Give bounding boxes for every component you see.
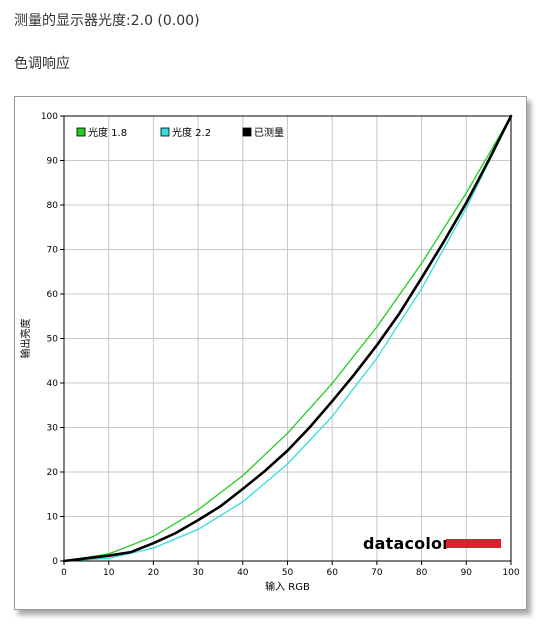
x-tick-label: 10: [103, 568, 115, 578]
y-tick-label: 70: [47, 246, 59, 256]
chart-legend: 光度 1.8 光度 2.2 已测量: [76, 126, 284, 139]
legend-label-3: 已测量: [254, 126, 284, 139]
x-tick-label: 30: [192, 568, 204, 578]
y-tick-label: 30: [47, 424, 59, 434]
x-tick-label: 50: [282, 568, 294, 578]
chart-axes: 0 10 20 30 40 50 60 70 80 90 100 0 10 20 30 40 50 60 70 80 9…: [19, 112, 520, 593]
section-title: 色调响应: [14, 56, 70, 72]
legend-label-2: 光度 2.2: [172, 126, 211, 139]
x-tick-label: 20: [148, 568, 160, 578]
legend-swatch-1: [76, 127, 86, 137]
series-line-3: [62, 114, 513, 563]
series-line-1: [63, 115, 512, 562]
measured-gamma-label: 测量的显示器光度:: [14, 13, 131, 29]
legend-label-1: 光度 1.8: [88, 126, 127, 139]
legend-swatch-2: [160, 127, 170, 137]
series-line-2: [63, 115, 512, 562]
datacolor-logo: datacolor: [363, 534, 501, 553]
y-tick-label: 40: [47, 379, 59, 389]
x-tick-label: 60: [326, 568, 338, 578]
x-axis-label: 输入 RGB: [265, 580, 310, 593]
x-tick-label: 70: [371, 568, 383, 578]
y-tick-label: 90: [47, 157, 59, 167]
y-tick-label: 0: [52, 557, 58, 567]
x-tick-label: 40: [237, 568, 249, 578]
plot-frame: [63, 115, 512, 562]
tone-response-chart-panel: 0 10 20 30 40 50 60 70 80 90 100 0 10 20 30 40 50 60 70 80 9…: [14, 96, 527, 610]
y-axis-label: 输出亮度: [19, 319, 32, 359]
x-tick-label: 0: [61, 568, 67, 578]
datacolor-logo-bar: [446, 539, 501, 548]
y-tick-label: 10: [47, 513, 59, 523]
tone-response-chart: 0 10 20 30 40 50 60 70 80 90 100 0 10 20 30 40 50 60 70 80 9…: [19, 112, 520, 593]
measured-gamma-heading: 测量的显示器光度:2.0 (0.00): [14, 10, 200, 30]
measured-gamma-value: 2.0 (0.00): [130, 13, 200, 29]
y-tick-label: 50: [47, 335, 59, 345]
chart-series: [62, 114, 513, 563]
y-tick-label: 80: [47, 201, 59, 211]
y-tick-label: 60: [47, 290, 59, 300]
x-tick-label: 90: [461, 568, 473, 578]
x-tick-label: 80: [416, 568, 428, 578]
y-tick-label: 100: [41, 112, 58, 122]
x-tick-label: 100: [502, 568, 519, 578]
chart-grid: [63, 115, 512, 562]
y-tick-label: 20: [47, 468, 59, 478]
datacolor-logo-text: datacolor: [363, 534, 450, 553]
legend-swatch-3: [242, 127, 252, 137]
